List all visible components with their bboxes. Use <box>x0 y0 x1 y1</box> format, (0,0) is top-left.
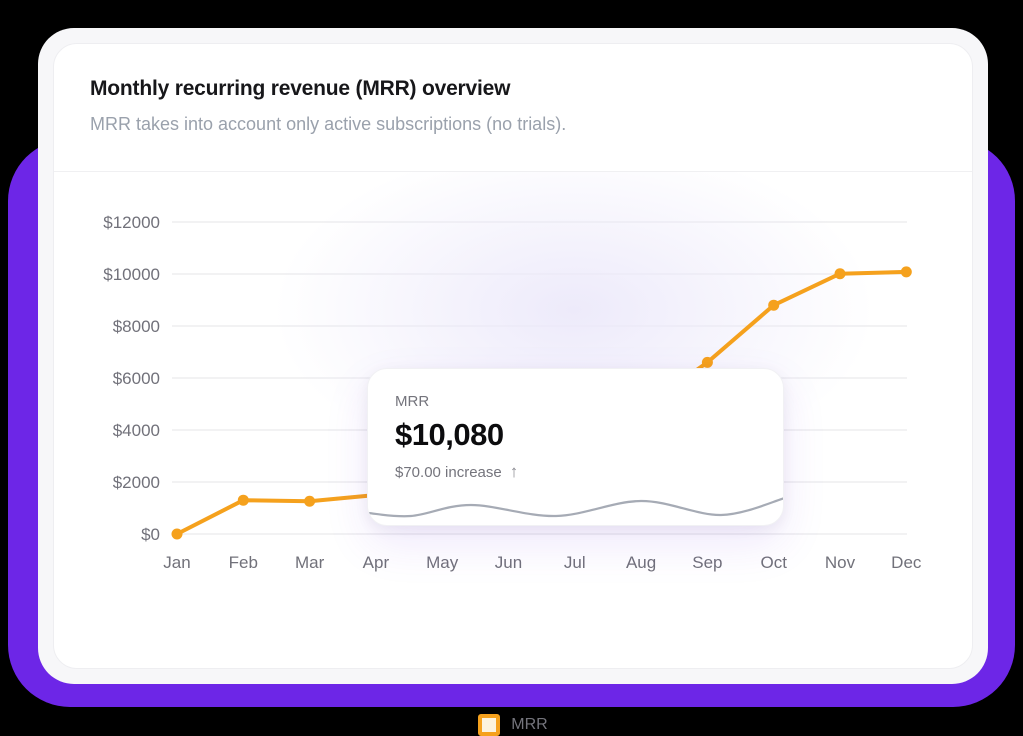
tooltip-delta-text: $70.00 increase <box>395 463 502 481</box>
chart-region: $0 $2000 $4000 $6000 $8000 $10000 $12000 Jan Feb… <box>54 172 972 736</box>
chart-legend: MRR <box>54 714 972 736</box>
arrow-up-icon: ↑ <box>509 462 519 481</box>
page: { "colors": { "page_background": "#00000… <box>8 28 1015 736</box>
legend-label-mrr[interactable]: MRR <box>511 716 548 733</box>
data-point-nov[interactable] <box>834 268 846 280</box>
data-point-oct[interactable] <box>768 299 780 311</box>
data-point-feb[interactable] <box>237 494 249 506</box>
x-axis-label-may: May <box>426 553 459 572</box>
x-axis-label-oct: Oct <box>760 553 787 572</box>
y-axis-label: $6000 <box>113 369 160 388</box>
chart-tooltip: MRR $10,080 $70.00 increase ↑ <box>367 368 784 526</box>
y-axis-label: $4000 <box>113 421 160 440</box>
x-axis-label-jun: Jun <box>495 553 522 572</box>
x-axis-label-dec: Dec <box>891 553 922 572</box>
page-title: Monthly recurring revenue (MRR) overview <box>90 77 511 100</box>
x-axis-label-feb: Feb <box>229 553 258 572</box>
x-axis-label-nov: Nov <box>825 553 856 572</box>
x-axis: Jan Feb Mar Apr May Jun Jul Aug Sep Oct Nov Dec <box>163 553 922 572</box>
tooltip-value: $10,080 <box>395 417 504 452</box>
tooltip-sparkline <box>368 497 783 518</box>
mrr-overview-card: Monthly recurring revenue (MRR) overview… <box>53 43 973 736</box>
card-header: Monthly recurring revenue (MRR) overview… <box>54 44 972 172</box>
y-axis-label: $12000 <box>103 213 160 232</box>
y-axis-label: $0 <box>141 525 160 544</box>
y-axis-label: $2000 <box>113 473 160 492</box>
y-axis-label: $8000 <box>113 317 160 336</box>
x-axis-label-mar: Mar <box>295 553 325 572</box>
data-point-mar[interactable] <box>304 495 316 507</box>
tooltip-metric-label: MRR <box>395 393 430 410</box>
data-point-sep[interactable] <box>701 356 713 368</box>
card-halo: Monthly recurring revenue (MRR) overview… <box>38 28 988 736</box>
page-subtitle: MRR takes into account only active subsc… <box>90 114 567 134</box>
x-axis-label-apr: Apr <box>363 553 390 572</box>
x-axis-label-sep: Sep <box>692 553 722 572</box>
data-point-dec[interactable] <box>900 266 912 278</box>
x-axis-label-jul: Jul <box>564 553 586 572</box>
legend-swatch-mrr[interactable] <box>478 714 501 736</box>
x-axis-label-jan: Jan <box>163 553 190 572</box>
data-point-jan[interactable] <box>171 528 183 540</box>
tooltip-delta: $70.00 increase ↑ <box>395 462 783 482</box>
y-axis-label: $10000 <box>103 265 160 284</box>
sparkline-path <box>368 497 783 518</box>
x-axis-label-aug: Aug <box>626 553 656 572</box>
